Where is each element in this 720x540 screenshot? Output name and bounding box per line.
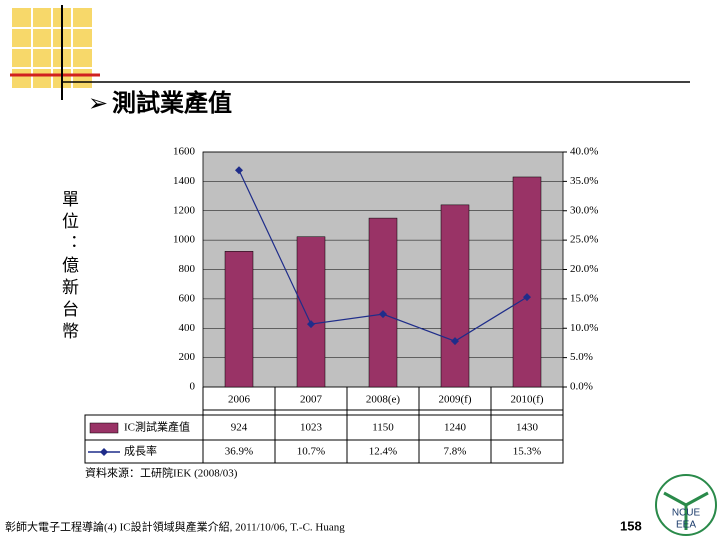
y2-tick-label: 5.0% bbox=[570, 351, 593, 363]
page-number: 158 bbox=[620, 518, 642, 533]
bar bbox=[296, 236, 326, 388]
y2-tick-label: 35.0% bbox=[570, 175, 598, 187]
y-tick-label: 200 bbox=[179, 351, 196, 363]
legend-label: 成長率 bbox=[124, 444, 157, 458]
y2-tick-label: 25.0% bbox=[570, 234, 598, 246]
y-tick-label: 800 bbox=[179, 263, 196, 275]
logo-text: NCUE bbox=[672, 508, 701, 519]
y-tick-label: 1600 bbox=[173, 146, 196, 158]
logo-text: EEA bbox=[676, 520, 696, 531]
bullet: ➢ bbox=[88, 89, 108, 117]
bar bbox=[368, 217, 398, 388]
legend-marker bbox=[100, 448, 108, 456]
table-value: 1240 bbox=[444, 422, 467, 434]
marker bbox=[235, 166, 243, 175]
logo-mark bbox=[663, 491, 709, 530]
y-tick-label: 600 bbox=[179, 292, 196, 304]
legend-swatch bbox=[89, 422, 119, 434]
deco-grid bbox=[12, 8, 92, 88]
bar bbox=[224, 251, 254, 388]
marker bbox=[307, 320, 315, 329]
x-tick-label: 2008(e) bbox=[366, 394, 401, 406]
bar bbox=[440, 204, 470, 388]
legend-label: IC測試業產值 bbox=[124, 420, 190, 434]
y2-tick-label: 30.0% bbox=[570, 204, 598, 216]
x-tick-label: 2007 bbox=[300, 394, 323, 406]
table-value: 1023 bbox=[300, 422, 323, 434]
marker bbox=[523, 293, 531, 302]
table-value: 10.7% bbox=[297, 446, 325, 458]
table-value: 1150 bbox=[372, 422, 394, 434]
bar bbox=[512, 176, 542, 388]
y2-tick-label: 40.0% bbox=[570, 146, 598, 158]
y-tick-label: 1000 bbox=[173, 234, 196, 246]
y-tick-label: 0 bbox=[190, 381, 196, 393]
source: 資料來源：工研院IEK (2008/03) bbox=[85, 466, 238, 480]
y2-tick-label: 20.0% bbox=[570, 263, 598, 275]
table-value: 7.8% bbox=[444, 446, 467, 458]
table-value: 924 bbox=[231, 422, 248, 434]
logo-ring bbox=[655, 474, 717, 536]
slide-title: 測試業產值 bbox=[112, 89, 232, 117]
x-tick-label: 2006 bbox=[228, 394, 251, 406]
x-tick-label: 2010(f) bbox=[511, 394, 544, 406]
footer: 彰師大電子工程導論(4) IC設計領域與產業介紹, 2011/10/06, T.… bbox=[5, 520, 345, 534]
y2-tick-label: 15.0% bbox=[570, 292, 598, 304]
table-value: 1430 bbox=[516, 422, 539, 434]
marker bbox=[451, 337, 459, 346]
y2-tick-label: 10.0% bbox=[570, 322, 598, 334]
y-tick-label: 1200 bbox=[173, 204, 196, 216]
y2-tick-label: 0.0% bbox=[570, 381, 593, 393]
x-tick-label: 2009(f) bbox=[439, 394, 472, 406]
marker bbox=[379, 310, 387, 319]
table-value: 15.3% bbox=[513, 446, 541, 458]
decoration bbox=[10, 5, 690, 100]
y-tick-label: 1400 bbox=[173, 175, 196, 187]
y-tick-label: 400 bbox=[179, 322, 196, 334]
table-value: 36.9% bbox=[225, 446, 253, 458]
table-value: 12.4% bbox=[369, 446, 397, 458]
y-axis-label: 單位：億新台幣 bbox=[58, 190, 79, 344]
logo: NCUE EEA bbox=[655, 474, 717, 536]
